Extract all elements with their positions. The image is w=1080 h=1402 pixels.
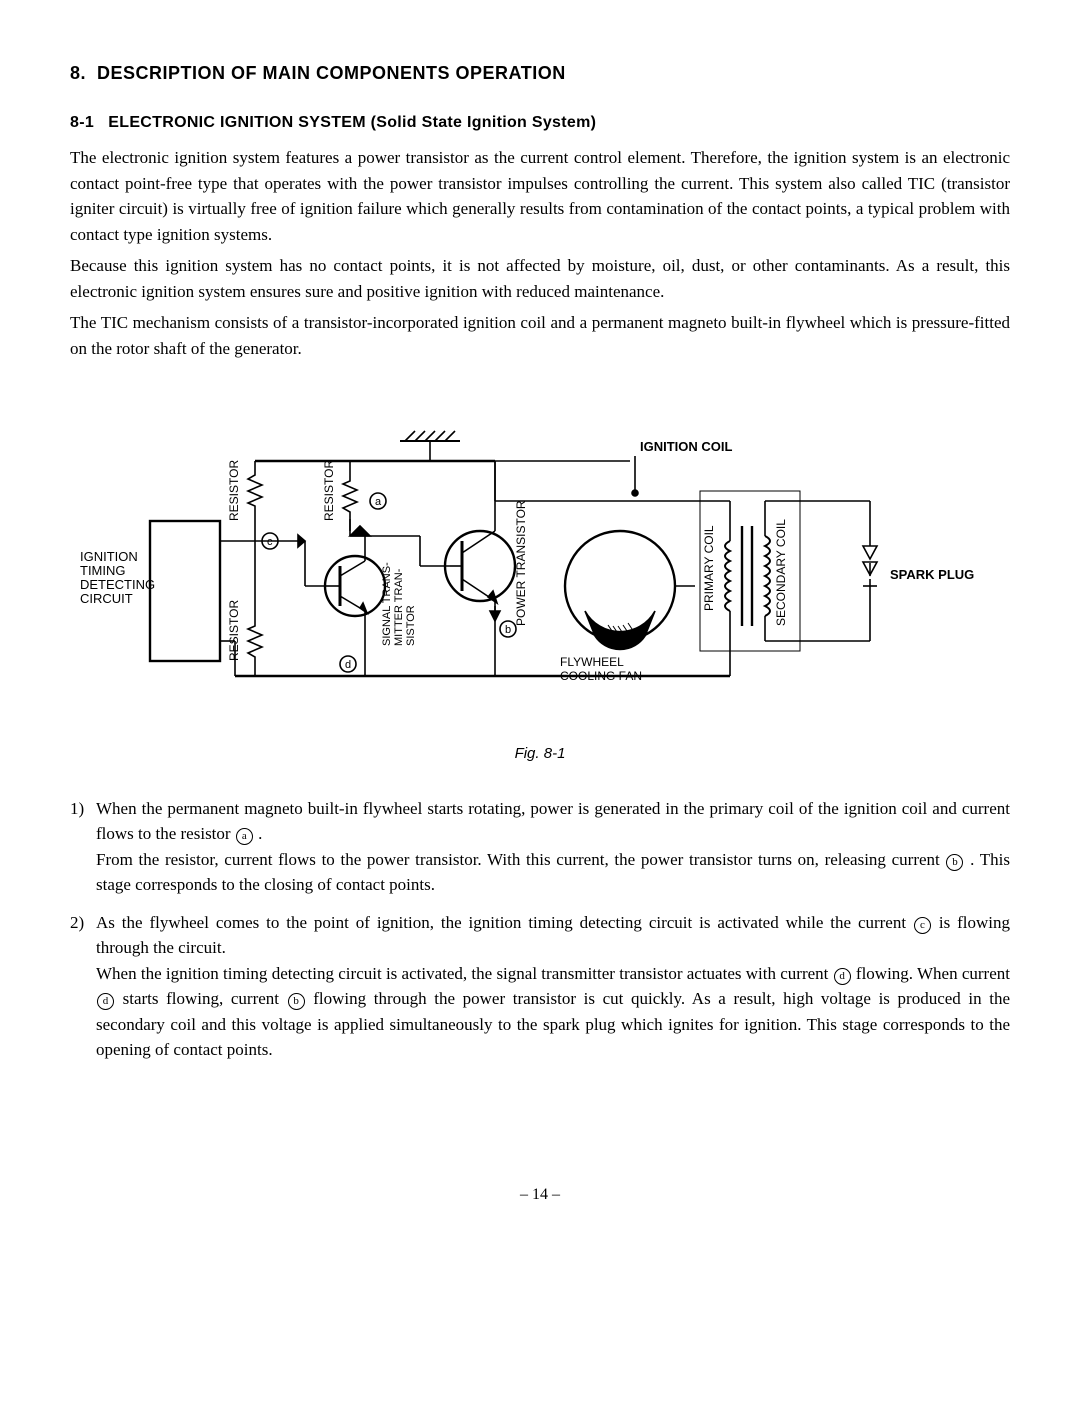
label-d-icon: d [345,659,351,671]
page-number: – 14 – [70,1183,1010,1207]
figure-8-1: IGNITION TIMING DETECTING CIRCUIT RESIST… [70,411,1010,766]
label-secondary-coil: SECONDARY COIL [774,519,788,626]
operation-list: 1) When the permanent magneto built-in f… [70,796,1010,1063]
list-number-1: 1) [70,796,96,898]
section-heading: 8. DESCRIPTION OF MAIN COMPONENTS OPERAT… [70,60,1010,87]
list-item: 1) When the permanent magneto built-in f… [70,796,1010,898]
section-title-text: DESCRIPTION OF MAIN COMPONENTS OPERATION [97,63,566,83]
label-spark-plug: SPARK PLUG [890,567,974,582]
figure-caption: Fig. 8-1 [70,743,1010,766]
subsection-heading: 8-1 ELECTRONIC IGNITION SYSTEM (Solid St… [70,111,1010,135]
label-resistor-upper-left: RESISTOR [227,460,241,521]
list-text-1: When the permanent magneto built-in flyw… [96,796,1010,898]
label-b-icon: b [505,624,511,636]
circled-d-icon: d [97,993,114,1010]
circled-a-icon: a [236,828,253,845]
label-ignition-timing: IGNITION TIMING DETECTING CIRCUIT [80,549,159,606]
circled-b-icon: b [946,854,963,871]
label-power-transistor: POWER TRANSISTOR [514,500,528,626]
circled-d-icon: d [834,968,851,985]
section-number: 8. [70,63,86,83]
list-item: 2) As the flywheel comes to the point of… [70,910,1010,1063]
label-ignition-coil: IGNITION COIL [640,439,733,454]
subsection-title-text: ELECTRONIC IGNITION SYSTEM (Solid State … [108,114,596,131]
label-primary-coil: PRIMARY COIL [702,525,716,611]
list-number-2: 2) [70,910,96,1063]
label-flywheel: FLYWHEEL COOLING FAN [560,655,642,683]
paragraph-3: The TIC mechanism consists of a transist… [70,310,1010,361]
label-resistor-lower-left: RESISTOR [227,600,241,661]
circled-c-icon: c [914,917,931,934]
circuit-diagram: IGNITION TIMING DETECTING CIRCUIT RESIST… [80,411,1000,731]
circled-b-icon: b [288,993,305,1010]
paragraph-2: Because this ignition system has no cont… [70,253,1010,304]
list-text-2: As the flywheel comes to the point of ig… [96,910,1010,1063]
label-a-icon: a [375,496,382,508]
label-c-icon: c [267,536,273,548]
subsection-number: 8-1 [70,114,94,131]
label-signal-trans: SIGNAL TRANS- MITTER TRAN- SISTOR [381,559,417,646]
paragraph-1: The electronic ignition system features … [70,145,1010,247]
label-resistor-mid: RESISTOR [322,460,336,521]
